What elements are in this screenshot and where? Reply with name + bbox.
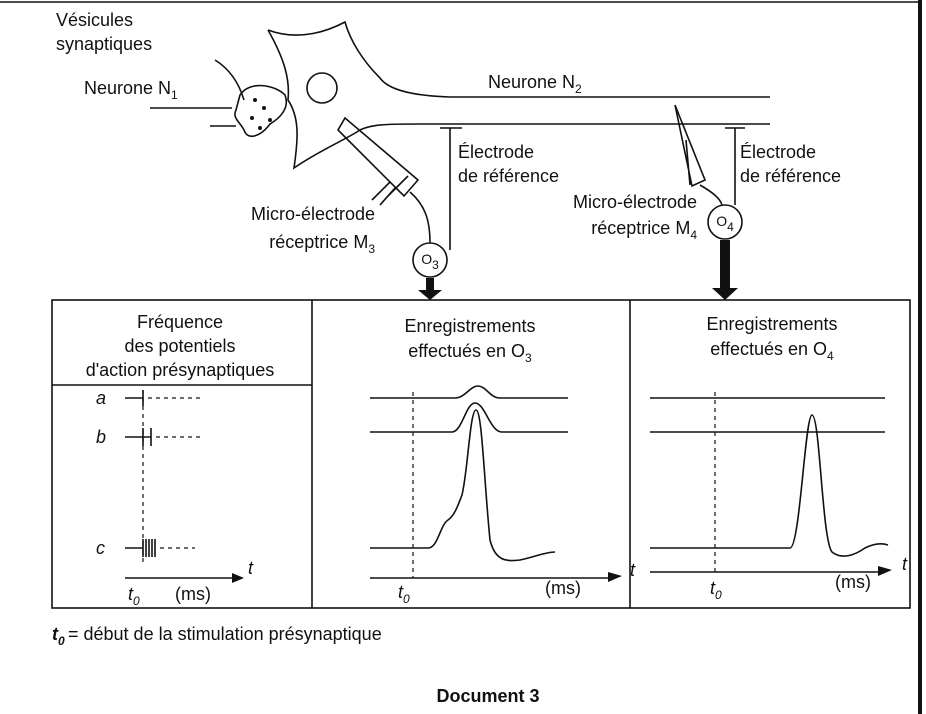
column-header: effectués en O4 [710, 339, 834, 363]
axis-label: t0 [710, 578, 722, 602]
label: O4 [716, 213, 734, 234]
text: Neurone N [488, 72, 575, 92]
text: O [421, 251, 432, 267]
text: réceptrice M [269, 232, 368, 252]
column-header: Enregistrements [706, 314, 837, 334]
subscript: 1 [171, 88, 178, 102]
caption: = début de la stimulation présynaptique [68, 624, 382, 644]
label: Neurone N1 [84, 78, 178, 102]
row-label: c [96, 538, 105, 558]
label: de référence [458, 166, 559, 186]
column-header: Fréquence [137, 312, 223, 332]
subscript: 3 [432, 258, 439, 272]
label: Électrode [458, 142, 534, 162]
subscript: 0 [133, 594, 140, 608]
text: Neurone N [84, 78, 171, 98]
row-label: a [96, 388, 106, 408]
document: VésiculessynaptiquesNeurone N1Neurone N2… [0, 0, 926, 714]
axis-label: t0 [128, 584, 140, 608]
axis-label: (ms) [545, 578, 581, 598]
label: O3 [421, 251, 439, 272]
label: Vésicules [56, 10, 133, 30]
subscript: 0 [403, 592, 410, 606]
axis-label: (ms) [835, 572, 871, 592]
text: réceptrice M [591, 218, 690, 238]
axis-label: t [902, 554, 908, 574]
subscript: 3 [525, 351, 532, 365]
subscript: 0 [715, 588, 722, 602]
axis-label: (ms) [175, 584, 211, 604]
subscript: 4 [690, 228, 697, 242]
row-label: b [96, 427, 106, 447]
label: synaptiques [56, 34, 152, 54]
column-header: effectués en O3 [408, 341, 532, 365]
subscript: 4 [727, 220, 734, 234]
subscript: 3 [368, 242, 375, 256]
text: effectués en O [710, 339, 827, 359]
subscript: 4 [827, 349, 834, 363]
text: O [716, 213, 727, 229]
label: de référence [740, 166, 841, 186]
column-header: Enregistrements [404, 316, 535, 336]
column-header: d'action présynaptiques [86, 360, 275, 380]
label: réceptrice M4 [591, 218, 697, 242]
title: Document 3 [436, 686, 539, 706]
label: Micro-électrode [573, 192, 697, 212]
axis-label: t [248, 558, 254, 578]
subscript: 0 [58, 634, 65, 648]
label: réceptrice M3 [269, 232, 375, 256]
axis-label: t [630, 560, 636, 580]
label: Électrode [740, 142, 816, 162]
label: Neurone N2 [488, 72, 582, 96]
column-header: des potentiels [124, 336, 235, 356]
subscript: 2 [575, 82, 582, 96]
caption: t0 [52, 624, 65, 648]
axis-label: t0 [398, 582, 410, 606]
label: Micro-électrode [251, 204, 375, 224]
text: effectués en O [408, 341, 525, 361]
